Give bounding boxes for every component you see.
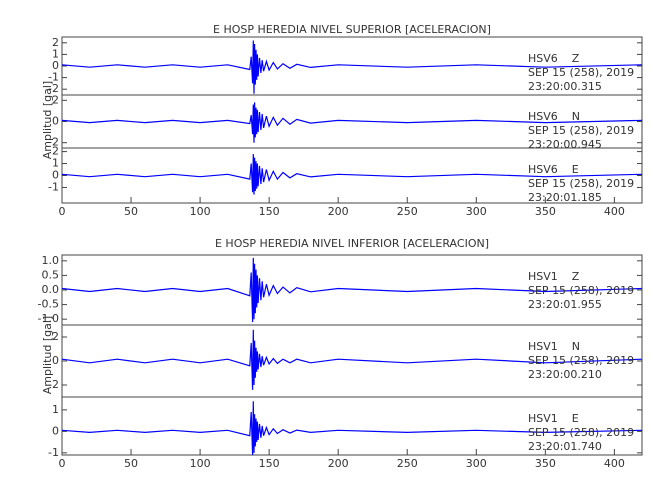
component: Z [572, 270, 580, 283]
time-label: 23:20:01.185 [528, 191, 602, 204]
y-tick-label: 0 [52, 169, 59, 182]
component: N [572, 110, 580, 123]
x-tick-label: 400 [604, 457, 625, 470]
y-tick-label: 2 [52, 145, 59, 158]
station: HSV6 [528, 52, 558, 65]
waveform [61, 257, 643, 323]
x-tick-label: 50 [124, 205, 138, 218]
y-tick-label: 0 [52, 115, 59, 128]
date-label: SEP 15 (258), 2019 [528, 124, 634, 137]
y-tick-label: 2 [52, 93, 59, 106]
x-tick-label: 200 [328, 457, 349, 470]
date-label: SEP 15 (258), 2019 [528, 177, 634, 190]
station-label: HSV1 Z [528, 270, 580, 283]
station: HSV6 [528, 163, 558, 176]
x-tick-label: 150 [259, 205, 280, 218]
time-label: 23:20:00.315 [528, 80, 602, 93]
x-tick-label: 50 [124, 457, 138, 470]
y-tick-label: -2 [48, 136, 59, 149]
y-tick-label: 1 [52, 403, 59, 416]
y-tick-label: -1 [48, 180, 59, 193]
y-tick-label: -1 [48, 71, 59, 84]
x-tick-label: 300 [466, 457, 487, 470]
y-tick-label: 1.0 [42, 254, 60, 267]
y-tick-label: -1 [48, 446, 59, 459]
y-tick-label: 0 [52, 59, 59, 72]
waveform [61, 401, 643, 456]
station-label: HSV6 N [528, 110, 580, 123]
y-tick-label: 0.5 [42, 268, 60, 281]
component: E [572, 412, 579, 425]
y-tick-label: 2 [52, 330, 59, 343]
chart-title: E HOSP HEREDIA NIVEL SUPERIOR [ACELERACI… [213, 23, 491, 36]
time-label: 23:20:00.945 [528, 138, 602, 151]
y-tick-label: -2 [48, 82, 59, 95]
y-tick-label: -2 [48, 378, 59, 391]
date-label: SEP 15 (258), 2019 [528, 354, 634, 367]
station: HSV1 [528, 270, 558, 283]
station: HSV1 [528, 412, 558, 425]
x-tick-label: 350 [535, 457, 556, 470]
x-tick-label: 300 [466, 205, 487, 218]
time-label: 23:20:01.955 [528, 298, 602, 311]
x-tick-label: 0 [59, 205, 66, 218]
x-tick-label: 150 [259, 457, 280, 470]
station-label: HSV6 E [528, 163, 579, 176]
x-tick-label: 400 [604, 205, 625, 218]
station-label: HSV1 E [528, 412, 579, 425]
x-tick-label: 200 [328, 205, 349, 218]
waveform [61, 329, 643, 390]
y-tick-label: 0 [52, 424, 59, 437]
chart-title: E HOSP HEREDIA NIVEL INFERIOR [ACELERACI… [215, 237, 489, 250]
y-axis-label: Amplitud [gal] [41, 316, 54, 394]
station: HSV1 [528, 340, 558, 353]
waveform [61, 40, 643, 94]
time-label: 23:20:01.740 [528, 440, 602, 453]
y-tick-label: -1.0 [38, 312, 59, 325]
y-tick-label: 0.0 [42, 283, 60, 296]
y-tick-label: 0 [52, 354, 59, 367]
station: HSV6 [528, 110, 558, 123]
y-axis-label: Amplitud [gal] [41, 81, 54, 159]
x-tick-label: 0 [59, 457, 66, 470]
y-tick-label: 1 [52, 47, 59, 60]
x-tick-label: 350 [535, 205, 556, 218]
waveform [61, 153, 643, 195]
waveform [61, 102, 643, 143]
x-tick-label: 250 [397, 457, 418, 470]
date-label: SEP 15 (258), 2019 [528, 284, 634, 297]
date-label: SEP 15 (258), 2019 [528, 426, 634, 439]
y-tick-label: 2 [52, 36, 59, 49]
x-tick-label: 250 [397, 205, 418, 218]
component: N [572, 340, 580, 353]
station-label: HSV1 N [528, 340, 580, 353]
x-tick-label: 100 [190, 205, 211, 218]
station-label: HSV6 Z [528, 52, 580, 65]
component: E [572, 163, 579, 176]
panel-frame [61, 396, 643, 456]
date-label: SEP 15 (258), 2019 [528, 66, 634, 79]
time-label: 23:20:00.210 [528, 368, 602, 381]
component: Z [572, 52, 580, 65]
x-tick-label: 100 [190, 457, 211, 470]
y-tick-label: 1 [52, 157, 59, 170]
y-tick-label: -0.5 [38, 298, 59, 311]
